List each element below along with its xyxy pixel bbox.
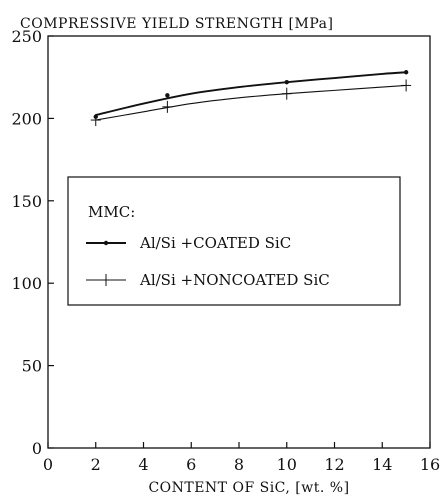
x-tick-label: 16 bbox=[420, 455, 440, 474]
y-tick-label: 250 bbox=[11, 27, 42, 46]
y-tick-label: 50 bbox=[22, 357, 42, 376]
x-tick-label: 12 bbox=[324, 455, 344, 474]
x-axis-label: CONTENT OF SiC, [wt. %] bbox=[148, 480, 349, 496]
data-point bbox=[284, 79, 289, 85]
series-line-1 bbox=[95, 71, 407, 117]
y-tick-label: 0 bbox=[32, 439, 42, 458]
x-tick-label: 6 bbox=[186, 455, 196, 474]
x-axis: 0 2 4 6 8 10 12 14 16 bbox=[43, 442, 440, 474]
x-tick-label: 2 bbox=[91, 455, 101, 474]
x-tick-label: 4 bbox=[138, 455, 148, 474]
data-point bbox=[403, 70, 409, 75]
legend-marker bbox=[101, 274, 111, 286]
series-line-2 bbox=[95, 84, 407, 121]
legend-label: Al/Si +COATED SiC bbox=[139, 234, 291, 252]
data-point bbox=[165, 93, 170, 98]
y-tick-label: 200 bbox=[11, 109, 42, 128]
x-tick-label: 0 bbox=[43, 455, 53, 474]
series-layer bbox=[90, 70, 412, 127]
data-point bbox=[401, 79, 412, 92]
legend-box bbox=[67, 176, 401, 306]
legend-marker bbox=[103, 240, 109, 246]
chart-title: COMPRESSIVE YIELD STRENGTH [MPa] bbox=[20, 16, 333, 32]
legend: MMC: Al/Si +COATED SiC Al/Si +NONCOATED S… bbox=[67, 176, 401, 306]
y-tick-label: 150 bbox=[11, 192, 42, 211]
data-point bbox=[90, 114, 101, 127]
x-tick-label: 14 bbox=[372, 455, 392, 474]
y-axis: 0 50 100 150 200 250 bbox=[11, 27, 54, 458]
x-tick-label: 10 bbox=[277, 455, 297, 474]
legend-label: Al/Si +NONCOATED SiC bbox=[139, 271, 330, 289]
legend-title: MMC: bbox=[88, 203, 135, 221]
data-point bbox=[162, 100, 173, 113]
x-tick-label: 8 bbox=[234, 455, 244, 474]
data-point bbox=[281, 87, 292, 100]
y-tick-label: 100 bbox=[11, 274, 42, 293]
